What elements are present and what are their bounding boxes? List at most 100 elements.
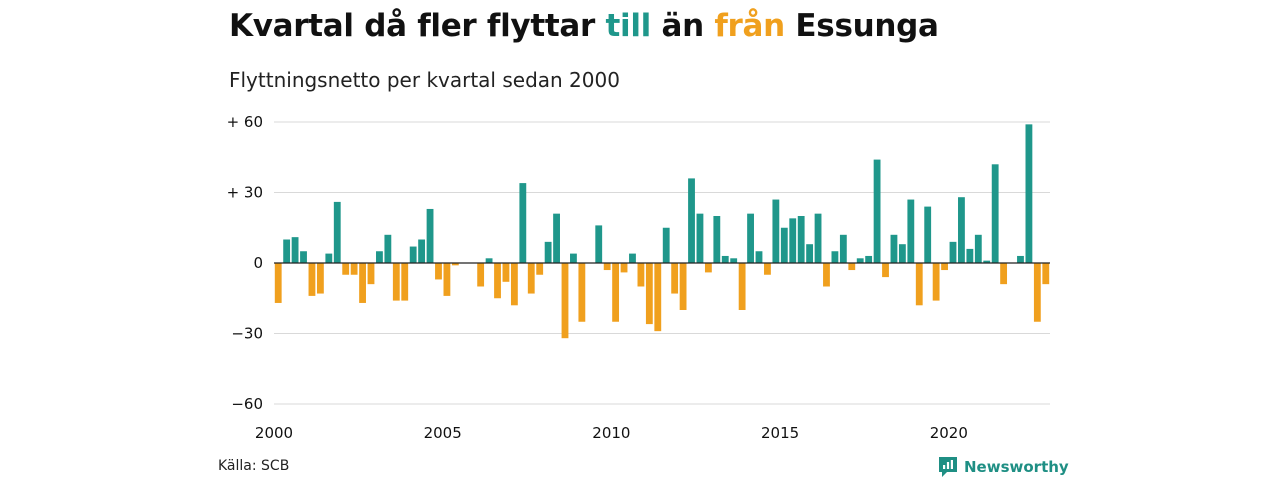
bar-negative xyxy=(435,263,442,280)
bar-positive xyxy=(772,199,780,263)
bar-positive xyxy=(974,234,982,263)
bar-positive xyxy=(780,227,788,263)
x-tick-label: 2000 xyxy=(255,424,293,442)
bar-positive xyxy=(873,159,881,263)
bar-positive xyxy=(409,246,417,263)
bar-negative xyxy=(494,263,501,299)
bar-positive xyxy=(898,244,906,263)
bar-positive xyxy=(907,199,915,263)
bar-positive xyxy=(958,197,965,263)
bar-positive xyxy=(1025,124,1033,263)
bar-positive xyxy=(325,253,333,263)
bar-positive xyxy=(544,241,552,263)
bar-negative xyxy=(932,263,940,301)
y-tick-label: −60 xyxy=(231,395,263,413)
bar-positive xyxy=(629,253,636,263)
chart-subtitle: Flyttningsnetto per kvartal sedan 2000 xyxy=(229,68,620,92)
bar-positive xyxy=(688,178,695,263)
bar-positive xyxy=(814,213,822,263)
bar-positive xyxy=(384,234,392,263)
y-axis-labels: + 60 + 30 0 −30 −60 xyxy=(227,113,263,413)
bar-negative xyxy=(451,263,459,266)
bar-positive xyxy=(966,248,974,263)
bar-positive xyxy=(300,251,307,263)
bar-positive xyxy=(730,258,738,263)
bar-positive xyxy=(283,239,291,263)
bar-negative xyxy=(915,263,923,306)
newsworthy-logo-icon xyxy=(939,457,957,477)
bar-negative xyxy=(359,263,366,303)
bar-negative xyxy=(671,263,679,294)
bar-negative xyxy=(612,263,620,322)
title-part-1: Kvartal då fler flyttar xyxy=(229,8,606,44)
bar-negative xyxy=(308,263,316,296)
bar-positive xyxy=(755,251,763,263)
bar-positive xyxy=(865,255,873,263)
source-note: Källa: SCB xyxy=(218,458,290,474)
bar-negative xyxy=(561,263,569,339)
bars xyxy=(274,124,1050,339)
bar-positive xyxy=(376,251,383,263)
bar-negative xyxy=(1000,263,1008,285)
bar-positive xyxy=(291,237,299,263)
newsworthy-logo: Newsworthy xyxy=(938,456,1069,478)
x-tick-label: 2005 xyxy=(424,424,462,442)
bar-positive xyxy=(721,255,729,263)
bar-positive xyxy=(418,239,426,263)
bar-negative xyxy=(401,263,409,301)
bar-negative xyxy=(1033,263,1041,322)
bar-negative xyxy=(316,263,324,294)
y-tick-label: −30 xyxy=(231,325,263,343)
bar-positive xyxy=(570,253,577,263)
bar-positive xyxy=(553,213,560,263)
bar-negative xyxy=(679,263,687,310)
bar-negative xyxy=(367,263,375,285)
bar-negative xyxy=(1042,263,1050,285)
bar-positive xyxy=(519,183,527,263)
bar-negative xyxy=(645,263,653,325)
bar-negative xyxy=(536,263,544,275)
bar-negative xyxy=(477,263,485,287)
bar-positive xyxy=(1017,255,1024,263)
bar-negative xyxy=(738,263,746,310)
y-tick-label: 0 xyxy=(253,254,263,272)
bar-positive xyxy=(839,234,847,263)
bar-negative xyxy=(392,263,400,301)
bar-negative xyxy=(941,263,948,271)
title-part-2: än xyxy=(650,8,715,44)
bar-negative xyxy=(764,263,771,275)
bar-positive xyxy=(924,206,932,263)
bar-positive xyxy=(831,251,839,263)
bar-positive xyxy=(485,258,493,263)
bar-negative xyxy=(510,263,518,306)
bar-positive xyxy=(890,234,898,263)
bar-positive xyxy=(789,218,797,263)
bar-negative xyxy=(578,263,586,322)
bar-positive xyxy=(595,225,603,263)
title-part-3: Essunga xyxy=(784,8,939,44)
bar-negative xyxy=(274,263,282,303)
bar-negative xyxy=(823,263,830,287)
bar-negative xyxy=(654,263,662,332)
bar-positive xyxy=(797,216,805,263)
bar-negative xyxy=(704,263,712,273)
bar-positive xyxy=(856,258,864,263)
x-tick-label: 2015 xyxy=(761,424,799,442)
brand-name: Newsworthy xyxy=(964,458,1069,476)
gridlines xyxy=(274,121,1050,405)
bar-negative xyxy=(502,263,510,282)
bar-negative xyxy=(603,263,611,271)
bar-positive xyxy=(662,227,670,263)
title-highlight-fran: från xyxy=(714,8,785,44)
x-tick-label: 2010 xyxy=(592,424,630,442)
bar-negative xyxy=(443,263,451,296)
bar-negative xyxy=(882,263,889,278)
bar-negative xyxy=(350,263,358,275)
bar-positive xyxy=(747,213,754,263)
bar-positive xyxy=(426,208,434,263)
bar-negative xyxy=(637,263,645,287)
bar-positive xyxy=(806,244,814,263)
y-tick-label: + 30 xyxy=(227,184,263,202)
x-tick-label: 2020 xyxy=(930,424,968,442)
